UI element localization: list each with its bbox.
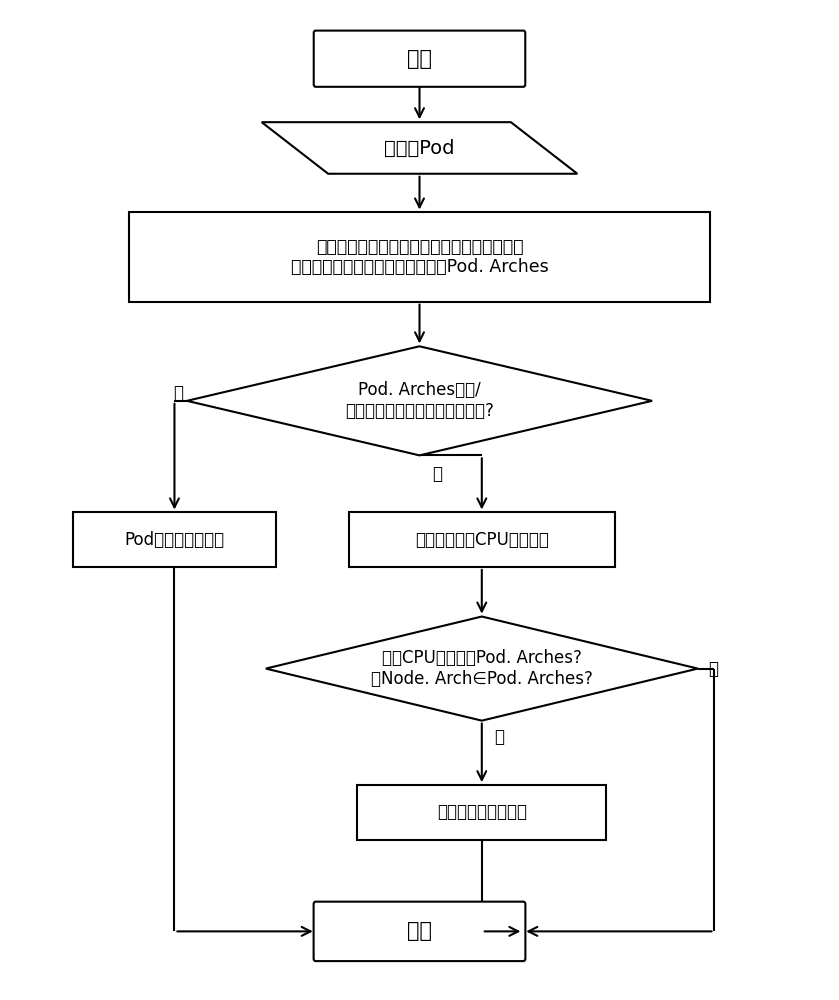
Text: 是: 是: [709, 660, 718, 678]
Polygon shape: [266, 617, 698, 721]
FancyBboxPatch shape: [314, 31, 525, 87]
Bar: [349, 512, 615, 567]
Text: 开始: 开始: [407, 49, 432, 69]
Text: Pod标记为不可调度: Pod标记为不可调度: [124, 531, 225, 549]
Text: 节点标记为不可调度: 节点标记为不可调度: [437, 803, 527, 821]
Bar: [128, 212, 711, 302]
Text: 读取集群节点CPU架构信息: 读取集群节点CPU架构信息: [414, 531, 549, 549]
FancyBboxPatch shape: [314, 902, 525, 961]
Text: 否: 否: [494, 728, 504, 746]
Bar: [357, 785, 607, 840]
Text: 结束: 结束: [407, 921, 432, 941]
Polygon shape: [187, 346, 652, 455]
Text: Pod. Arches为空/
查询多架构容器镜像信息库失败?: Pod. Arches为空/ 查询多架构容器镜像信息库失败?: [345, 381, 494, 420]
Polygon shape: [262, 122, 577, 174]
Text: 否: 否: [432, 465, 442, 483]
Bar: [73, 512, 276, 567]
Text: 待部署Pod: 待部署Pod: [384, 138, 455, 157]
Text: 根据容器组配置的容器镜像名查询多架构容器
镜像信息库，计算可部署架构集合Pod. Arches: 根据容器组配置的容器镜像名查询多架构容器 镜像信息库，计算可部署架构集合Pod.…: [290, 238, 549, 276]
Text: 节点CPU架构属于Pod. Arches?
即Node. Arch∈Pod. Arches?: 节点CPU架构属于Pod. Arches? 即Node. Arch∈Pod. A…: [371, 649, 592, 688]
Text: 是: 是: [173, 384, 183, 402]
